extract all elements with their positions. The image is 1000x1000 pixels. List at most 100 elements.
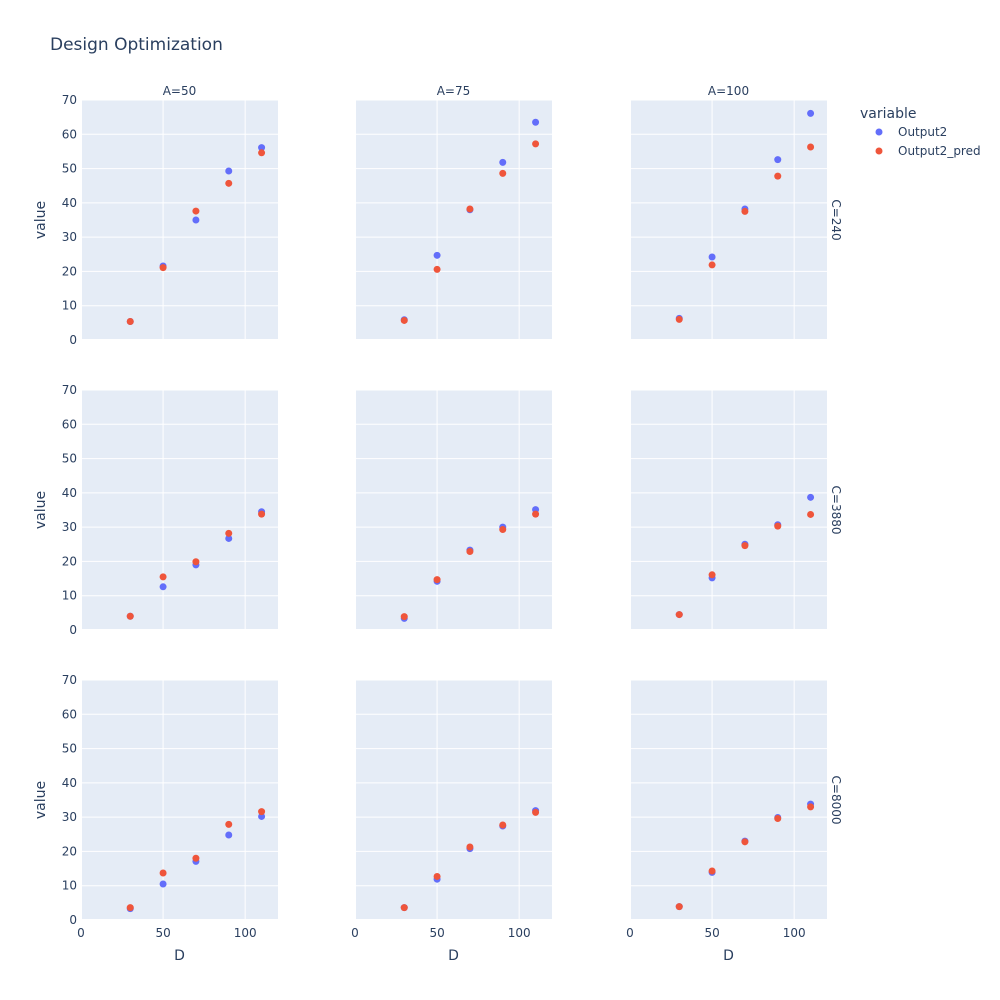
output2-point bbox=[159, 583, 167, 591]
output2-pred-point bbox=[225, 820, 233, 828]
y-tick-label: 10 bbox=[62, 299, 77, 313]
output2-point bbox=[499, 158, 507, 166]
x-tick-label: 100 bbox=[234, 926, 257, 940]
output2-pred-point bbox=[499, 526, 507, 534]
legend-title: variable bbox=[860, 106, 916, 122]
plot-background bbox=[355, 390, 552, 630]
y-tick-label: 50 bbox=[62, 742, 77, 756]
facet-panels: 0 10 20 30 40 50 60 70 value A=50 A=75 A=100 C=240 0 1… bbox=[33, 84, 843, 964]
x-tick-label: 100 bbox=[508, 926, 531, 940]
y-tick-label: 60 bbox=[62, 127, 77, 141]
y-tick-label: 20 bbox=[62, 264, 77, 278]
output2-pred-point bbox=[741, 542, 749, 550]
y-tick-label: 10 bbox=[62, 879, 77, 893]
row-facet-label: C=8000 bbox=[829, 776, 843, 825]
y-tick-label: 50 bbox=[62, 162, 77, 176]
y-tick-label: 30 bbox=[62, 810, 77, 824]
output2-point bbox=[532, 118, 540, 126]
x-tick-label: 100 bbox=[783, 926, 806, 940]
output2-point bbox=[258, 144, 266, 152]
output2-pred-point bbox=[675, 315, 683, 323]
output2-pred-point bbox=[159, 869, 167, 877]
x-tick-label: 50 bbox=[429, 926, 444, 940]
output2-pred-point bbox=[466, 547, 474, 555]
plot-background bbox=[355, 100, 552, 340]
output2-pred-point bbox=[192, 854, 200, 862]
legend: variable Output2 Output2_pred bbox=[860, 106, 981, 158]
y-tick-label: 0 bbox=[69, 913, 77, 927]
output2-pred-point bbox=[433, 872, 441, 880]
column-facet-label: A=50 bbox=[163, 84, 197, 98]
output2-pred-point bbox=[258, 149, 266, 157]
output2-pred-point bbox=[192, 558, 200, 566]
output2-pred-point bbox=[741, 207, 749, 215]
output2-pred-point bbox=[675, 611, 683, 619]
output2-pred-point bbox=[400, 613, 408, 621]
y-tick-label: 20 bbox=[62, 554, 77, 568]
x-axis-title: D bbox=[723, 948, 734, 964]
output2-pred-point bbox=[532, 510, 540, 518]
output2-point bbox=[225, 167, 233, 175]
output2-point bbox=[258, 812, 266, 820]
output2-pred-point bbox=[532, 808, 540, 816]
output2-pred-point bbox=[466, 205, 474, 213]
x-tick-label: 0 bbox=[77, 926, 85, 940]
y-tick-label: 70 bbox=[62, 383, 77, 397]
output2-pred-point bbox=[400, 904, 408, 912]
output2-pred-point bbox=[774, 172, 782, 180]
y-tick-label: 20 bbox=[62, 844, 77, 858]
y-tick-label: 70 bbox=[62, 673, 77, 687]
y-axis-title: value bbox=[33, 781, 49, 819]
output2-pred-point bbox=[126, 612, 134, 620]
output2-point bbox=[807, 493, 815, 501]
legend-marker bbox=[875, 128, 883, 136]
output2-pred-point bbox=[433, 576, 441, 584]
output2-pred-point bbox=[774, 522, 782, 530]
output2-pred-point bbox=[466, 843, 474, 851]
legend-label: Output2 bbox=[898, 125, 947, 139]
output2-pred-point bbox=[807, 803, 815, 811]
plot-background bbox=[630, 100, 827, 340]
x-axis-title: D bbox=[174, 948, 185, 964]
plot-background bbox=[81, 100, 278, 340]
y-tick-label: 40 bbox=[62, 196, 77, 210]
y-tick-label: 0 bbox=[69, 623, 77, 637]
column-facet-label: A=75 bbox=[437, 84, 471, 98]
output2-pred-point bbox=[741, 838, 749, 846]
output2-point bbox=[433, 251, 441, 259]
y-axis-title: value bbox=[33, 201, 49, 239]
output2-pred-point bbox=[400, 316, 408, 324]
output2-pred-point bbox=[708, 261, 716, 269]
output2-point bbox=[708, 253, 716, 261]
output2-pred-point bbox=[499, 821, 507, 829]
output2-pred-point bbox=[807, 510, 815, 518]
plot-background bbox=[81, 390, 278, 630]
y-tick-label: 50 bbox=[62, 452, 77, 466]
chart-title: Design Optimization bbox=[50, 35, 223, 55]
y-tick-label: 60 bbox=[62, 417, 77, 431]
legend-marker bbox=[875, 147, 883, 155]
y-tick-label: 60 bbox=[62, 707, 77, 721]
y-tick-label: 0 bbox=[69, 333, 77, 347]
y-axis-title: value bbox=[33, 491, 49, 529]
y-tick-label: 30 bbox=[62, 520, 77, 534]
row-facet-label: C=240 bbox=[829, 199, 843, 240]
output2-point bbox=[225, 831, 233, 839]
y-tick-label: 40 bbox=[62, 776, 77, 790]
x-tick-label: 0 bbox=[626, 926, 634, 940]
output2-pred-point bbox=[433, 265, 441, 273]
output2-pred-point bbox=[532, 140, 540, 148]
y-tick-label: 10 bbox=[62, 589, 77, 603]
output2-pred-point bbox=[126, 904, 134, 912]
output2-pred-point bbox=[225, 179, 233, 187]
legend-label: Output2_pred bbox=[898, 144, 981, 158]
output2-pred-point bbox=[192, 207, 200, 215]
output2-pred-point bbox=[499, 169, 507, 177]
output2-pred-point bbox=[258, 808, 266, 816]
output2-pred-point bbox=[225, 529, 233, 537]
output2-pred-point bbox=[159, 573, 167, 581]
output2-point bbox=[192, 216, 200, 224]
output2-pred-point bbox=[126, 317, 134, 325]
output2-pred-point bbox=[675, 903, 683, 911]
y-tick-label: 40 bbox=[62, 486, 77, 500]
